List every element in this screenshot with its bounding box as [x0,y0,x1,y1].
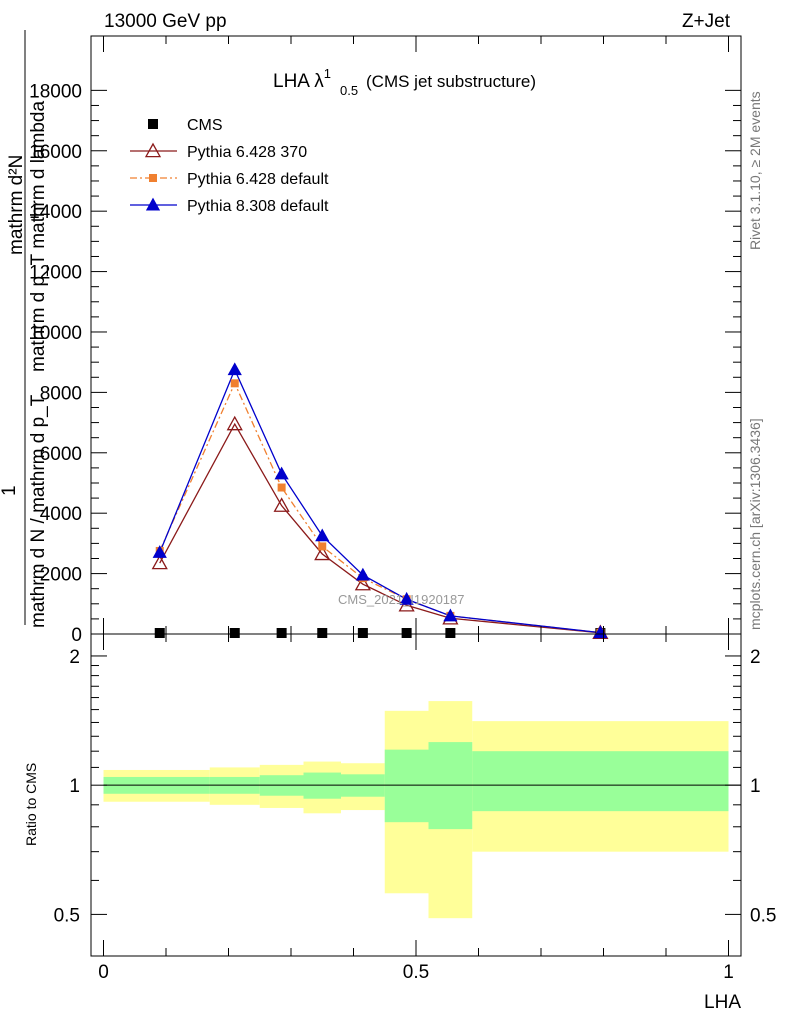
ylabel-bottom: mathrm d N / mathrm d p_T [28,394,49,628]
ratio-xtick-label: 0 [98,962,109,983]
series-0-point [401,628,412,638]
series-3-point [443,608,458,622]
main-ytick-label: 6000 [40,444,82,465]
ratio-band-inner [472,751,729,812]
ratio-ytick-label: 1 [69,776,80,797]
legend-entry-1-label: Pythia 6.428 370 [187,144,307,161]
ratio-panel: 0.5 0.5 1 1 2 2 0 0.5 1 [54,633,776,983]
series-0-point [357,628,368,638]
series-2-line [159,381,601,634]
legend-entry-1-marker [144,142,162,158]
main-ytick-label: 12000 [29,263,82,284]
series-3-point [355,567,370,581]
series-2-point [318,542,327,551]
ratio-ytick-label: 2 [69,647,80,668]
xaxis-label: LHA [704,992,741,1013]
main-ytick-label: 16000 [29,142,82,163]
series-2-point [230,379,239,388]
main-ytick-label: 18000 [29,81,82,102]
energy-label: 13000 GeV pp [104,11,227,32]
series-0-point [229,628,240,638]
series-3-point [227,362,242,376]
ylabel-prefix: 1 [0,485,20,496]
ratio-band-inner [384,749,429,823]
series-3-point [274,466,289,480]
main-panel: 0 2000 4000 6000 8000 10000 12000 14000 16000 180… [29,35,742,646]
series-3-line [159,368,601,634]
ratio-ytick-label-right: 1 [750,776,761,797]
mcplots-label: mcplots.cern.ch [arXiv:1306.3436] [747,418,763,630]
series-3-point [152,545,167,558]
main-ytick-label: 8000 [40,383,82,404]
series-0-point [154,628,165,638]
main-ytick-label: 0 [71,625,82,646]
chart-title-sub: 0.5 [340,83,358,98]
main-ytick-label: 4000 [40,504,82,525]
ylabel-top-sub: mathrm d p_T mathrm d lambda [28,101,49,372]
ratio-ytick-label: 0.5 [54,905,80,926]
ratio-ytick-label-right: 0.5 [750,905,776,926]
series-3-point [315,528,330,542]
chart-title-suffix: (CMS jet substructure) [366,72,536,91]
process-label: Z+Jet [682,11,731,32]
legend-entry-3-marker [145,197,161,211]
ratio-xtick-label: 0.5 [403,962,429,983]
series-1-point [273,497,290,512]
ylabel-top: mathrm d²N [6,155,27,255]
ratio-xtick-label: 1 [723,962,734,983]
series-1-line [159,422,601,634]
ratio-ylabel: Ratio to CMS [23,763,39,846]
series-0-point [276,628,287,638]
rivet-label: Rivet 3.1.10, ≥ 2M events [747,91,763,250]
legend-entry-2-marker [149,174,157,182]
legend-entry-0-marker [148,119,158,129]
legend: CMS Pythia 6.428 370 Pythia 6.428 default P… [130,117,329,215]
series-1-point [151,554,168,570]
series-3-point [399,591,414,605]
legend-entry-3-label: Pythia 8.308 default [187,198,329,215]
main-ylabel: mathrm d²N mathrm d p_T mathrm d lambda … [0,30,49,628]
series-1-point [226,415,243,431]
main-ytick-label: 10000 [29,323,82,344]
analysis-watermark: CMS_2021_I1920187 [338,592,465,607]
series-0-point [317,628,328,638]
series-0-point [445,628,456,638]
ratio-ytick-label-right: 2 [750,647,761,668]
series-1-point [314,545,331,561]
main-ytick-label: 2000 [40,565,82,586]
legend-entry-2-label: Pythia 6.428 default [187,171,329,188]
main-ytick-label: 14000 [29,202,82,223]
series-2-point [277,483,286,492]
legend-entry-0-label: CMS [187,117,223,134]
chart-title: LHA λ1 [273,66,331,92]
series-1-point [354,575,371,591]
